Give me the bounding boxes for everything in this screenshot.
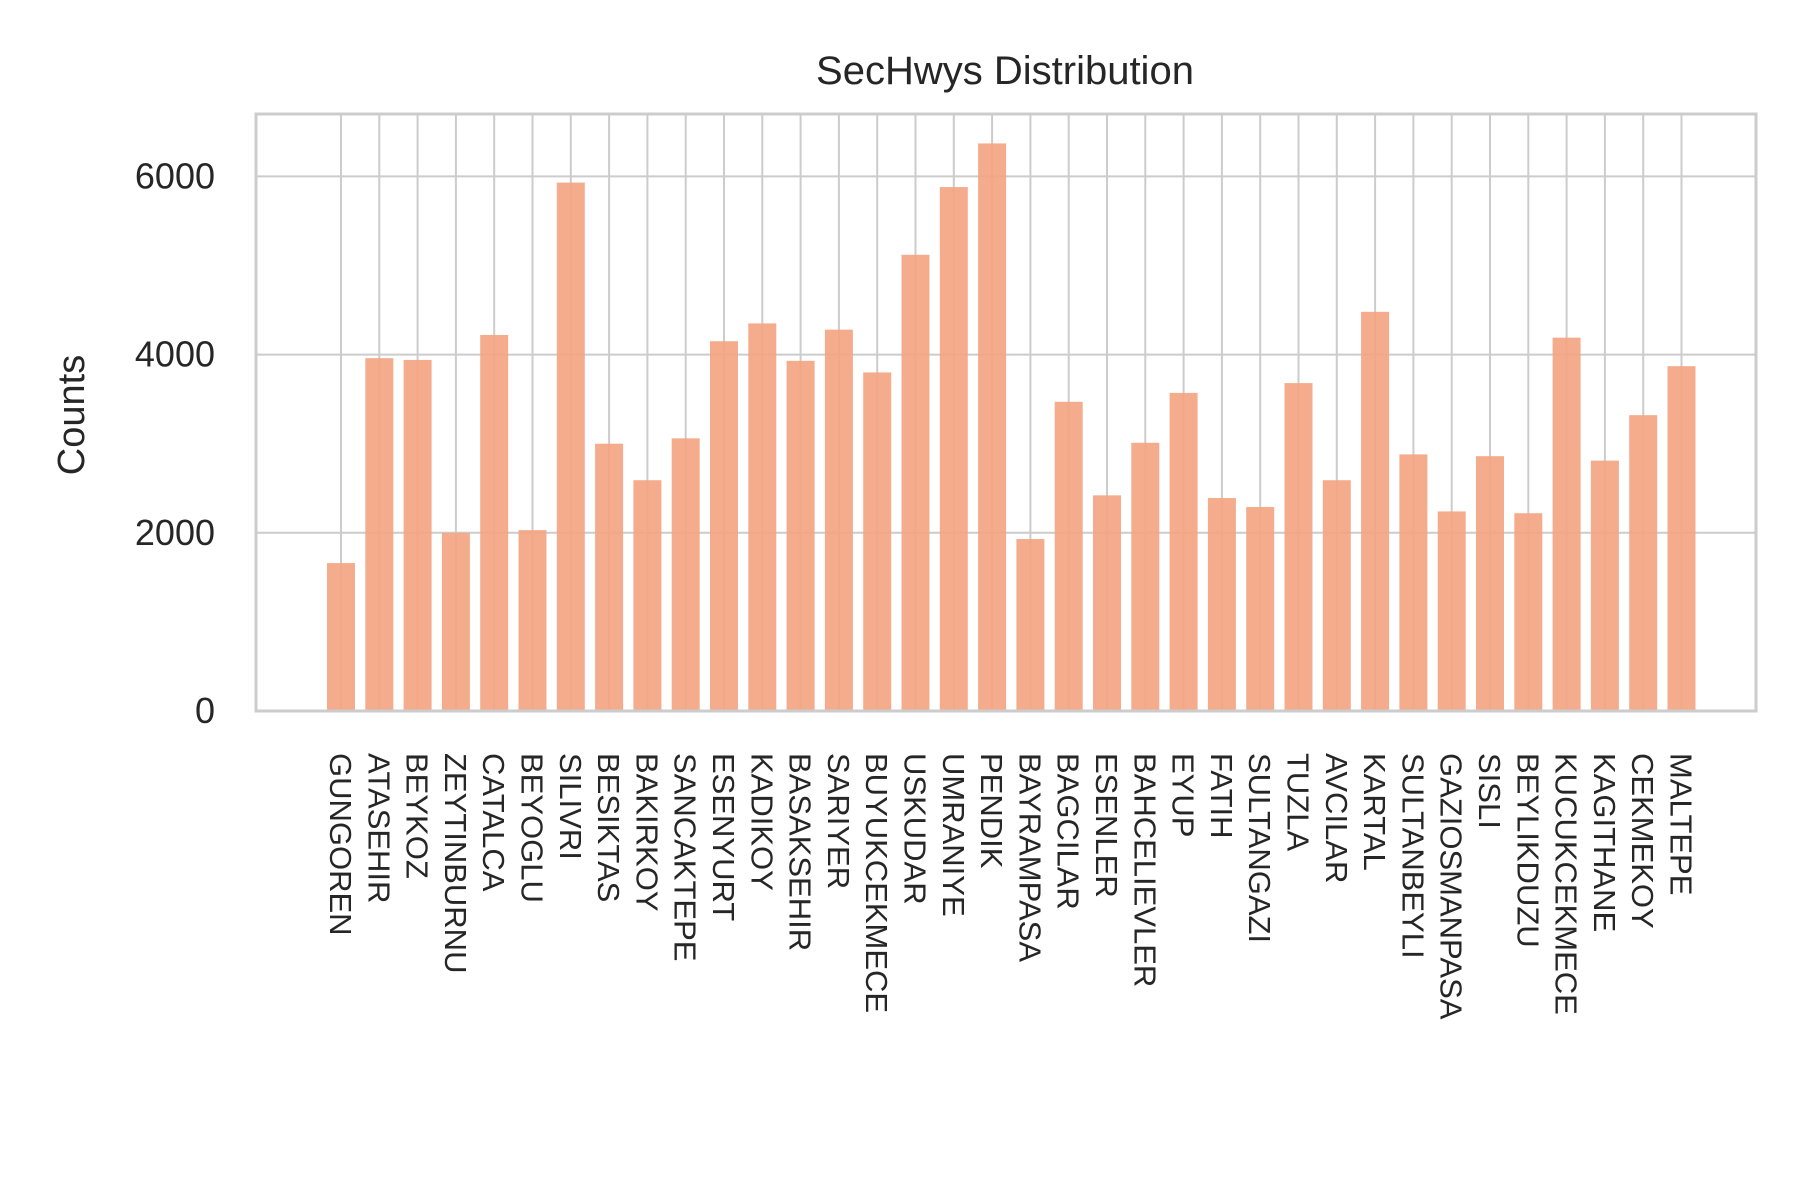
x-tick-label: ESENLER	[1089, 753, 1124, 898]
x-tick-label: BAKIRKOY	[629, 753, 664, 912]
x-tick-label: SULTANBEYLI	[1395, 753, 1430, 959]
x-tick-label: ZEYTINBURNU	[438, 753, 473, 973]
bar-silivri	[556, 182, 585, 711]
y-tick-labels: 0 2000 4000 6000	[135, 155, 215, 731]
x-tick-label: KUCUKCEKMECE	[1549, 753, 1584, 1015]
bars	[327, 143, 1696, 711]
y-tick-label: 4000	[135, 334, 215, 375]
bar-catalca	[480, 334, 509, 711]
bar-beylikduzu	[1514, 513, 1543, 711]
x-tick-label: USKUDAR	[898, 753, 933, 905]
y-tick-label: 0	[195, 690, 215, 731]
y-tick-label: 6000	[135, 155, 215, 196]
bar-bahcelievler	[1131, 442, 1160, 711]
bar-kagithane	[1590, 460, 1619, 711]
x-tick-label: BAYRAMPASA	[1012, 753, 1047, 962]
bar-avcilar	[1322, 480, 1351, 711]
bar-esenler	[1093, 495, 1121, 711]
y-axis-label: Counts	[51, 355, 93, 475]
x-tick-label: ESENYURT	[706, 753, 741, 921]
y-tick-label: 2000	[135, 512, 215, 553]
x-tick-label: KARTAL	[1357, 753, 1392, 871]
x-tick-label: SARIYER	[821, 753, 856, 889]
x-tick-label: BEYOGLU	[515, 753, 550, 903]
x-tick-label: SULTANGAZI	[1242, 753, 1277, 943]
bar-zeytinburnu	[441, 532, 470, 711]
bar-atasehir	[365, 358, 394, 711]
bar-maltepe	[1667, 366, 1696, 711]
x-tick-label: FATIH	[1204, 753, 1239, 839]
x-tick-label: BEYLIKDUZU	[1510, 753, 1545, 948]
bar-bayrampasa	[1016, 539, 1045, 711]
x-tick-label: ATASEHIR	[361, 753, 396, 903]
bar-gungoren	[327, 563, 355, 711]
x-tick-label: GUNGOREN	[323, 753, 358, 936]
x-tick-label: BESIKTAS	[591, 753, 626, 902]
x-tick-label: UMRANIYE	[936, 753, 971, 917]
bar-esenyurt	[710, 341, 738, 711]
x-tick-label: BAGCILAR	[1051, 753, 1086, 910]
x-tick-label: BEYKOZ	[400, 753, 435, 879]
x-tick-labels: GUNGOREN ATASEHIR BEYKOZ ZEYTINBURNU CATALCA…	[323, 753, 1699, 1020]
x-tick-label: CATALCA	[476, 753, 511, 892]
x-tick-label: KAGITHANE	[1587, 753, 1622, 932]
x-tick-label: TUZLA	[1281, 753, 1316, 852]
bar-kartal	[1361, 311, 1390, 711]
bar-umraniye	[939, 187, 968, 711]
x-tick-label: MALTEPE	[1664, 753, 1699, 895]
bar-sultanbeyli	[1399, 454, 1428, 711]
bar-tuzla	[1284, 383, 1313, 711]
x-tick-label: BASAKSEHIR	[783, 753, 818, 951]
bar-fatih	[1207, 498, 1236, 711]
bar-pendik	[978, 143, 1007, 711]
bar-sisli	[1476, 456, 1504, 711]
x-tick-label: BUYUKCEKMECE	[859, 753, 894, 1013]
x-tick-label: PENDIK	[974, 753, 1009, 869]
x-tick-label: GAZIOSMANPASA	[1434, 753, 1469, 1020]
bar-sariyer	[824, 329, 853, 711]
bar-bakirkoy	[633, 480, 662, 711]
bar-eyup	[1169, 392, 1198, 711]
bar-sancaktepe	[671, 438, 700, 711]
x-tick-label: SISLI	[1472, 753, 1507, 829]
bar-beyoglu	[518, 530, 547, 711]
bar-buyukcekmece	[863, 372, 892, 711]
bar-kucukcekmece	[1552, 337, 1581, 711]
bar-beykoz	[403, 359, 432, 711]
bar-basaksehir	[786, 360, 815, 711]
x-tick-label: KADIKOY	[744, 753, 779, 891]
chart-title: SecHwys Distribution	[816, 49, 1194, 93]
x-tick-label: BAHCELIEVLER	[1127, 753, 1162, 987]
bar-kadikoy	[748, 323, 777, 711]
bar-uskudar	[901, 254, 930, 711]
x-tick-label: CEKMEKOY	[1625, 753, 1660, 929]
x-tick-label: SANCAKTEPE	[668, 753, 703, 961]
plot-frame	[254, 112, 1758, 713]
x-tick-label: SILIVRI	[553, 753, 588, 860]
bar-gaziosmanpasa	[1437, 511, 1466, 711]
bar-sultangazi	[1246, 506, 1275, 711]
bar-besiktas	[595, 443, 624, 711]
x-tick-label: EYUP	[1166, 753, 1201, 837]
bar-bagcilar	[1054, 401, 1083, 711]
x-tick-label: AVCILAR	[1319, 753, 1354, 883]
bar-cekmekoy	[1629, 415, 1658, 711]
